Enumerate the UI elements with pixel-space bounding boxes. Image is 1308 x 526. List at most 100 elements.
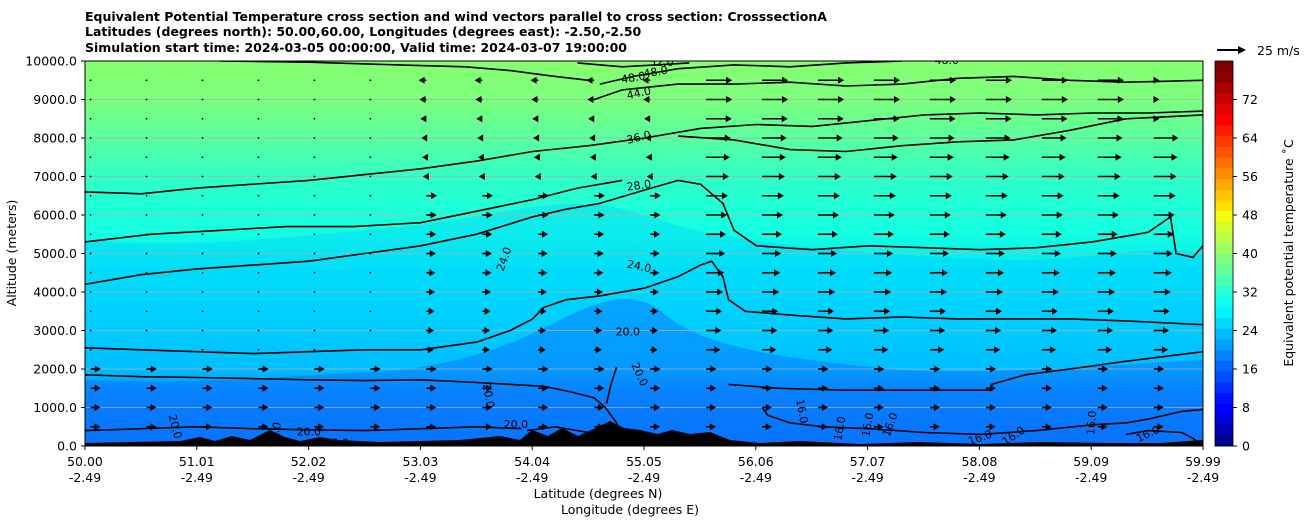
wind-vector-head bbox=[892, 134, 899, 142]
wind-vector bbox=[369, 329, 372, 332]
wind-vector-head bbox=[934, 365, 941, 373]
wind-vector-head bbox=[949, 96, 956, 103]
wind-vector-head bbox=[590, 173, 597, 180]
wind-vector-head bbox=[486, 384, 493, 392]
wind-vector bbox=[89, 291, 92, 293]
wind-vector-head bbox=[999, 230, 1006, 238]
wind-vector-head bbox=[945, 192, 952, 200]
x-tick-label-lat: 51.01 bbox=[179, 454, 215, 469]
wind-vector-head bbox=[1060, 134, 1067, 142]
colorbar-segment bbox=[1215, 114, 1233, 126]
wind-vector-head bbox=[262, 365, 269, 373]
wind-vector bbox=[257, 79, 260, 82]
wind-vector-head bbox=[997, 269, 1004, 277]
wind-vector bbox=[313, 156, 316, 159]
wind-vector-head bbox=[886, 269, 893, 277]
colorbar-segment bbox=[1215, 82, 1233, 94]
colorbar-segment bbox=[1215, 413, 1233, 426]
wind-vector bbox=[369, 271, 372, 274]
wind-vector-head bbox=[893, 76, 900, 84]
wind-vector bbox=[89, 233, 92, 236]
wind-vector-head bbox=[1107, 307, 1114, 315]
wind-vector-head bbox=[429, 269, 436, 277]
wind-vector-head bbox=[826, 346, 833, 354]
x-tick-label-lon: -2.49 bbox=[628, 470, 660, 485]
wind-vector-head bbox=[779, 153, 786, 161]
wind-vector-head bbox=[1101, 404, 1108, 411]
wind-vector bbox=[145, 310, 148, 313]
x-axis: 50.00-2.4951.01-2.4952.02-2.4953.03-2.49… bbox=[67, 446, 1221, 485]
contour-line-36 bbox=[678, 114, 1203, 153]
wind-vector-head bbox=[835, 153, 842, 161]
contour-label: 16.0 bbox=[793, 398, 810, 424]
contour-line-20 bbox=[85, 374, 623, 441]
colorbar-segment bbox=[1215, 103, 1233, 115]
wind-vector bbox=[257, 194, 260, 197]
wind-vector-head bbox=[782, 96, 789, 103]
wind-vector-head bbox=[485, 269, 492, 277]
contour-line-24 bbox=[728, 350, 1203, 391]
wind-vector bbox=[145, 329, 148, 332]
wind-vector-head bbox=[989, 423, 996, 431]
wind-vector bbox=[145, 156, 148, 159]
wind-vector-head bbox=[883, 327, 890, 334]
wind-vector-head bbox=[721, 211, 728, 219]
wind-vector-head bbox=[710, 365, 717, 373]
wind-vector-head bbox=[781, 115, 788, 123]
colorbar-tick-label: 64 bbox=[1242, 131, 1258, 146]
wind-vector bbox=[313, 329, 316, 332]
contour-label: 36.0 bbox=[625, 128, 652, 147]
wind-vector-head bbox=[1061, 115, 1068, 123]
wind-vector bbox=[145, 98, 148, 101]
x-tick-label-lon: -2.49 bbox=[516, 470, 548, 485]
wind-vector-head bbox=[726, 76, 733, 84]
mid-level-shading bbox=[85, 204, 1203, 446]
wind-vector-head bbox=[643, 96, 650, 103]
wind-vector-head bbox=[1117, 96, 1124, 103]
wind-vector-head bbox=[775, 250, 782, 257]
wind-vector-head bbox=[827, 327, 834, 334]
wind-vector-head bbox=[765, 423, 772, 431]
wind-vector-head bbox=[1157, 384, 1164, 392]
wind-vector bbox=[145, 291, 148, 293]
wind-vector bbox=[201, 329, 204, 332]
wind-vector-head bbox=[542, 404, 549, 411]
wind-vector bbox=[89, 79, 92, 82]
wind-vector-head bbox=[996, 307, 1003, 315]
quiver-key: 25 m/s bbox=[1217, 43, 1300, 58]
contour-line-32 bbox=[85, 110, 1203, 195]
wind-vector bbox=[145, 175, 148, 178]
wind-vector-head bbox=[486, 192, 493, 200]
x-tick-label-lat: 58.08 bbox=[962, 454, 998, 469]
colorbar-segment bbox=[1215, 435, 1233, 447]
wind-vector-head bbox=[94, 365, 101, 373]
wind-vector bbox=[89, 175, 92, 178]
x-tick-label-lon: -2.49 bbox=[740, 470, 772, 485]
wind-vector-head bbox=[709, 404, 716, 411]
wind-vector-head bbox=[485, 288, 492, 296]
colorbar-segment bbox=[1215, 178, 1233, 190]
wind-vector bbox=[257, 348, 260, 351]
wind-vector-head bbox=[944, 211, 951, 219]
wind-vector-head bbox=[651, 346, 658, 354]
wind-vector-head bbox=[994, 346, 1001, 354]
wind-vector bbox=[89, 194, 92, 197]
wind-vector-head bbox=[534, 173, 541, 180]
x-tick-label-lon: -2.49 bbox=[963, 470, 995, 485]
y-tick-label: 9000.0 bbox=[33, 92, 77, 107]
wind-vector-head bbox=[714, 346, 721, 354]
wind-vector-head bbox=[830, 269, 837, 277]
wind-vector-head bbox=[596, 307, 603, 315]
wind-vector bbox=[257, 271, 260, 274]
colorbar-tick-label: 32 bbox=[1242, 285, 1258, 300]
wind-vector bbox=[313, 310, 316, 313]
contour-line-48 bbox=[599, 61, 903, 85]
colorbar-segment bbox=[1215, 71, 1233, 83]
wind-vector-head bbox=[478, 153, 485, 161]
contour-line-16 bbox=[1125, 429, 1203, 446]
wind-vector-head bbox=[1110, 250, 1117, 257]
wind-vector-head bbox=[709, 423, 716, 431]
wind-vector-head bbox=[94, 423, 101, 431]
colorbar-segment bbox=[1215, 274, 1233, 286]
